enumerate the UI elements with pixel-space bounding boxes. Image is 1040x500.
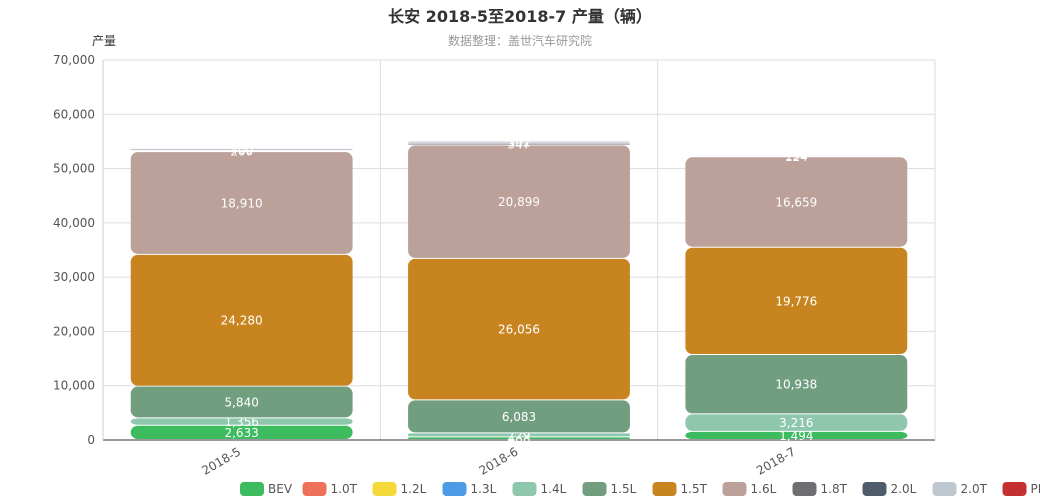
legend-label: BEV (268, 482, 293, 496)
bar-segment (130, 148, 353, 151)
y-tick-label: 30,000 (53, 270, 95, 284)
data-label: 200 (230, 145, 253, 159)
legend-swatch (652, 482, 677, 496)
data-label: 400 (230, 143, 253, 157)
bar-segment (685, 157, 908, 247)
legend-label: 1.6L (751, 482, 777, 496)
bar-segment (130, 418, 353, 425)
bar-segment (408, 258, 630, 400)
data-label: 2,633 (224, 426, 258, 440)
legend-swatch (512, 482, 537, 496)
legend-label: 1.5L (611, 482, 637, 496)
y-tick-label: 10,000 (53, 379, 95, 393)
data-label: 347 (508, 138, 531, 152)
legend-swatch (442, 482, 467, 496)
chart-title: 长安 2018-5至2018-7 产量（辆） (388, 7, 652, 26)
data-label: 134 (785, 149, 808, 163)
bar-segment (408, 143, 630, 145)
x-tick-label: 2018-5 (199, 444, 243, 477)
bar-segment (130, 386, 353, 418)
legend-label: 2.0T (961, 482, 988, 496)
y-tick-label: 60,000 (53, 107, 95, 121)
y-tick-label: 40,000 (53, 216, 95, 230)
data-label: 1,494 (779, 429, 813, 443)
data-label: 18,910 (221, 197, 263, 211)
bar-segment (685, 431, 908, 439)
legend-swatch (862, 482, 887, 496)
legend-swatch (1002, 482, 1027, 496)
legend-swatch (792, 482, 817, 496)
legend-label: 1.5T (681, 482, 708, 496)
legend-label: PHEV + 1.6L (1031, 482, 1040, 496)
legend-label: 2.0L (891, 482, 917, 496)
x-tick-label: 2018-7 (754, 444, 798, 477)
bar-segment (408, 437, 630, 439)
legend-swatch (302, 482, 327, 496)
legend-label: 1.8T (821, 482, 848, 496)
y-tick-label: 20,000 (53, 324, 95, 338)
bar-segment (685, 414, 908, 431)
x-tick-label: 2018-6 (477, 444, 521, 477)
data-label: 1,356 (224, 415, 258, 429)
y-tick-label: 70,000 (53, 53, 95, 67)
legend-label: 1.4L (541, 482, 567, 496)
bar-segment (408, 400, 630, 433)
data-label: 124 (785, 150, 808, 164)
data-label: 20,899 (498, 195, 540, 209)
legend-swatch (722, 482, 747, 496)
data-label: 392 (508, 136, 531, 150)
y-axis-label: 产量 (92, 34, 116, 48)
legend-label: 1.3L (471, 482, 497, 496)
legend-swatch (582, 482, 607, 496)
bar-segment (408, 145, 630, 258)
y-tick-label: 0 (87, 433, 95, 447)
legend-label: 1.0T (331, 482, 358, 496)
legend-swatch (932, 482, 957, 496)
chart-subtitle: 数据整理：盖世汽车研究院 (448, 33, 592, 48)
legend-swatch (240, 482, 264, 496)
data-label: 26,056 (498, 323, 540, 337)
bar-segment (130, 254, 353, 386)
bar-segment (685, 355, 908, 414)
data-label: 6,083 (502, 410, 536, 424)
legend-label: 1.2L (401, 482, 427, 496)
bar-segment (130, 425, 353, 439)
bar-segment (408, 141, 630, 143)
bar-segment (408, 433, 630, 437)
data-label: 3,216 (779, 416, 813, 430)
y-tick-label: 50,000 (53, 162, 95, 176)
data-label: 19,776 (775, 294, 817, 308)
data-label: 10,938 (775, 378, 817, 392)
data-label: 16,659 (775, 195, 817, 209)
bar-segment (130, 152, 353, 254)
data-label: 24,280 (221, 314, 263, 328)
legend-swatch (372, 482, 397, 496)
bar-segment (685, 247, 908, 355)
data-label: 5,840 (224, 395, 258, 409)
